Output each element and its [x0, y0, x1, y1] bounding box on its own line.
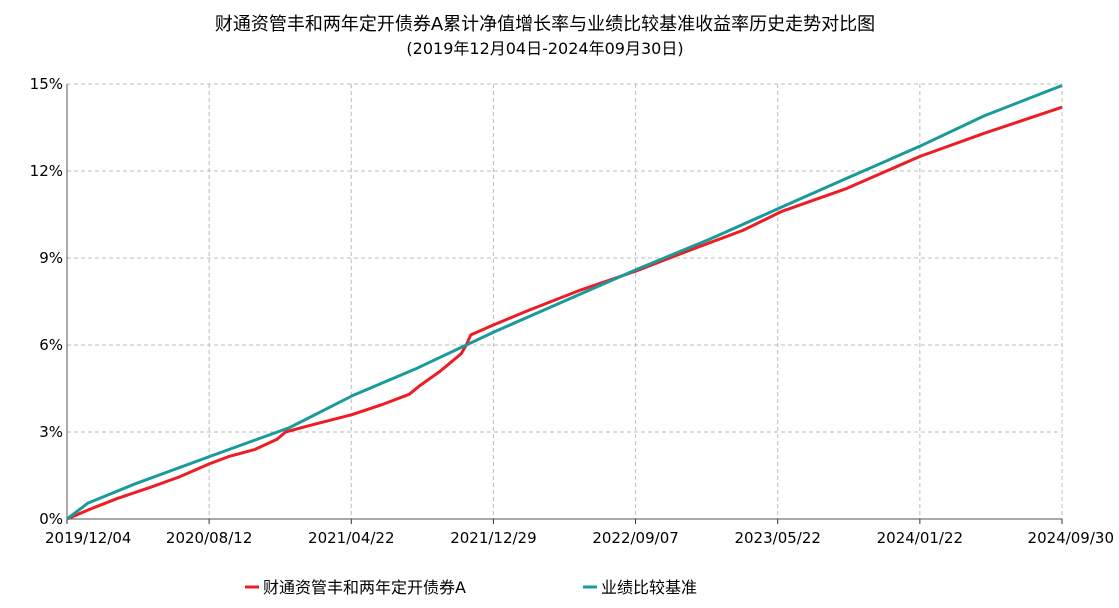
legend-label-1: 财通资管丰和两年定开债券A: [263, 578, 466, 597]
y-tick-label: 9%: [39, 249, 63, 267]
x-tick-label: 2020/08/12: [166, 529, 252, 547]
y-tick-label: 15%: [30, 75, 63, 93]
x-tick-label: 2024/01/22: [877, 529, 963, 547]
y-tick-label: 0%: [39, 510, 63, 528]
series-lines: [66, 84, 1063, 521]
series-line-2: [66, 84, 1063, 521]
chart-title: 财通资管丰和两年定开债券A累计净值增长率与业绩比较基准收益率历史走势对比图: [215, 14, 875, 35]
x-tick-label: 2022/09/07: [592, 529, 678, 547]
chart-subtitle: (2019年12月04日-2024年09月30日): [406, 39, 683, 58]
grid: [67, 83, 1063, 519]
y-tick-label: 12%: [30, 162, 63, 180]
y-tick-label: 6%: [39, 336, 63, 354]
x-tick-label: 2023/05/22: [734, 529, 820, 547]
x-tick-label: 2021/12/29: [450, 529, 536, 547]
x-tick-label: 2019/12/04: [45, 529, 131, 547]
series-line-1: [66, 105, 1063, 521]
x-tick-label: 2021/04/22: [308, 529, 394, 547]
legend: 财通资管丰和两年定开债券A 业绩比较基准: [245, 578, 697, 597]
y-tick-label: 3%: [39, 423, 63, 441]
x-tick-label: 2024/09/30: [1028, 529, 1114, 547]
legend-label-2: 业绩比较基准: [601, 578, 697, 597]
axes: 0% 3% 6% 9% 12% 15% 2019/12/04 2020/08/12 2021/0…: [30, 75, 1114, 547]
